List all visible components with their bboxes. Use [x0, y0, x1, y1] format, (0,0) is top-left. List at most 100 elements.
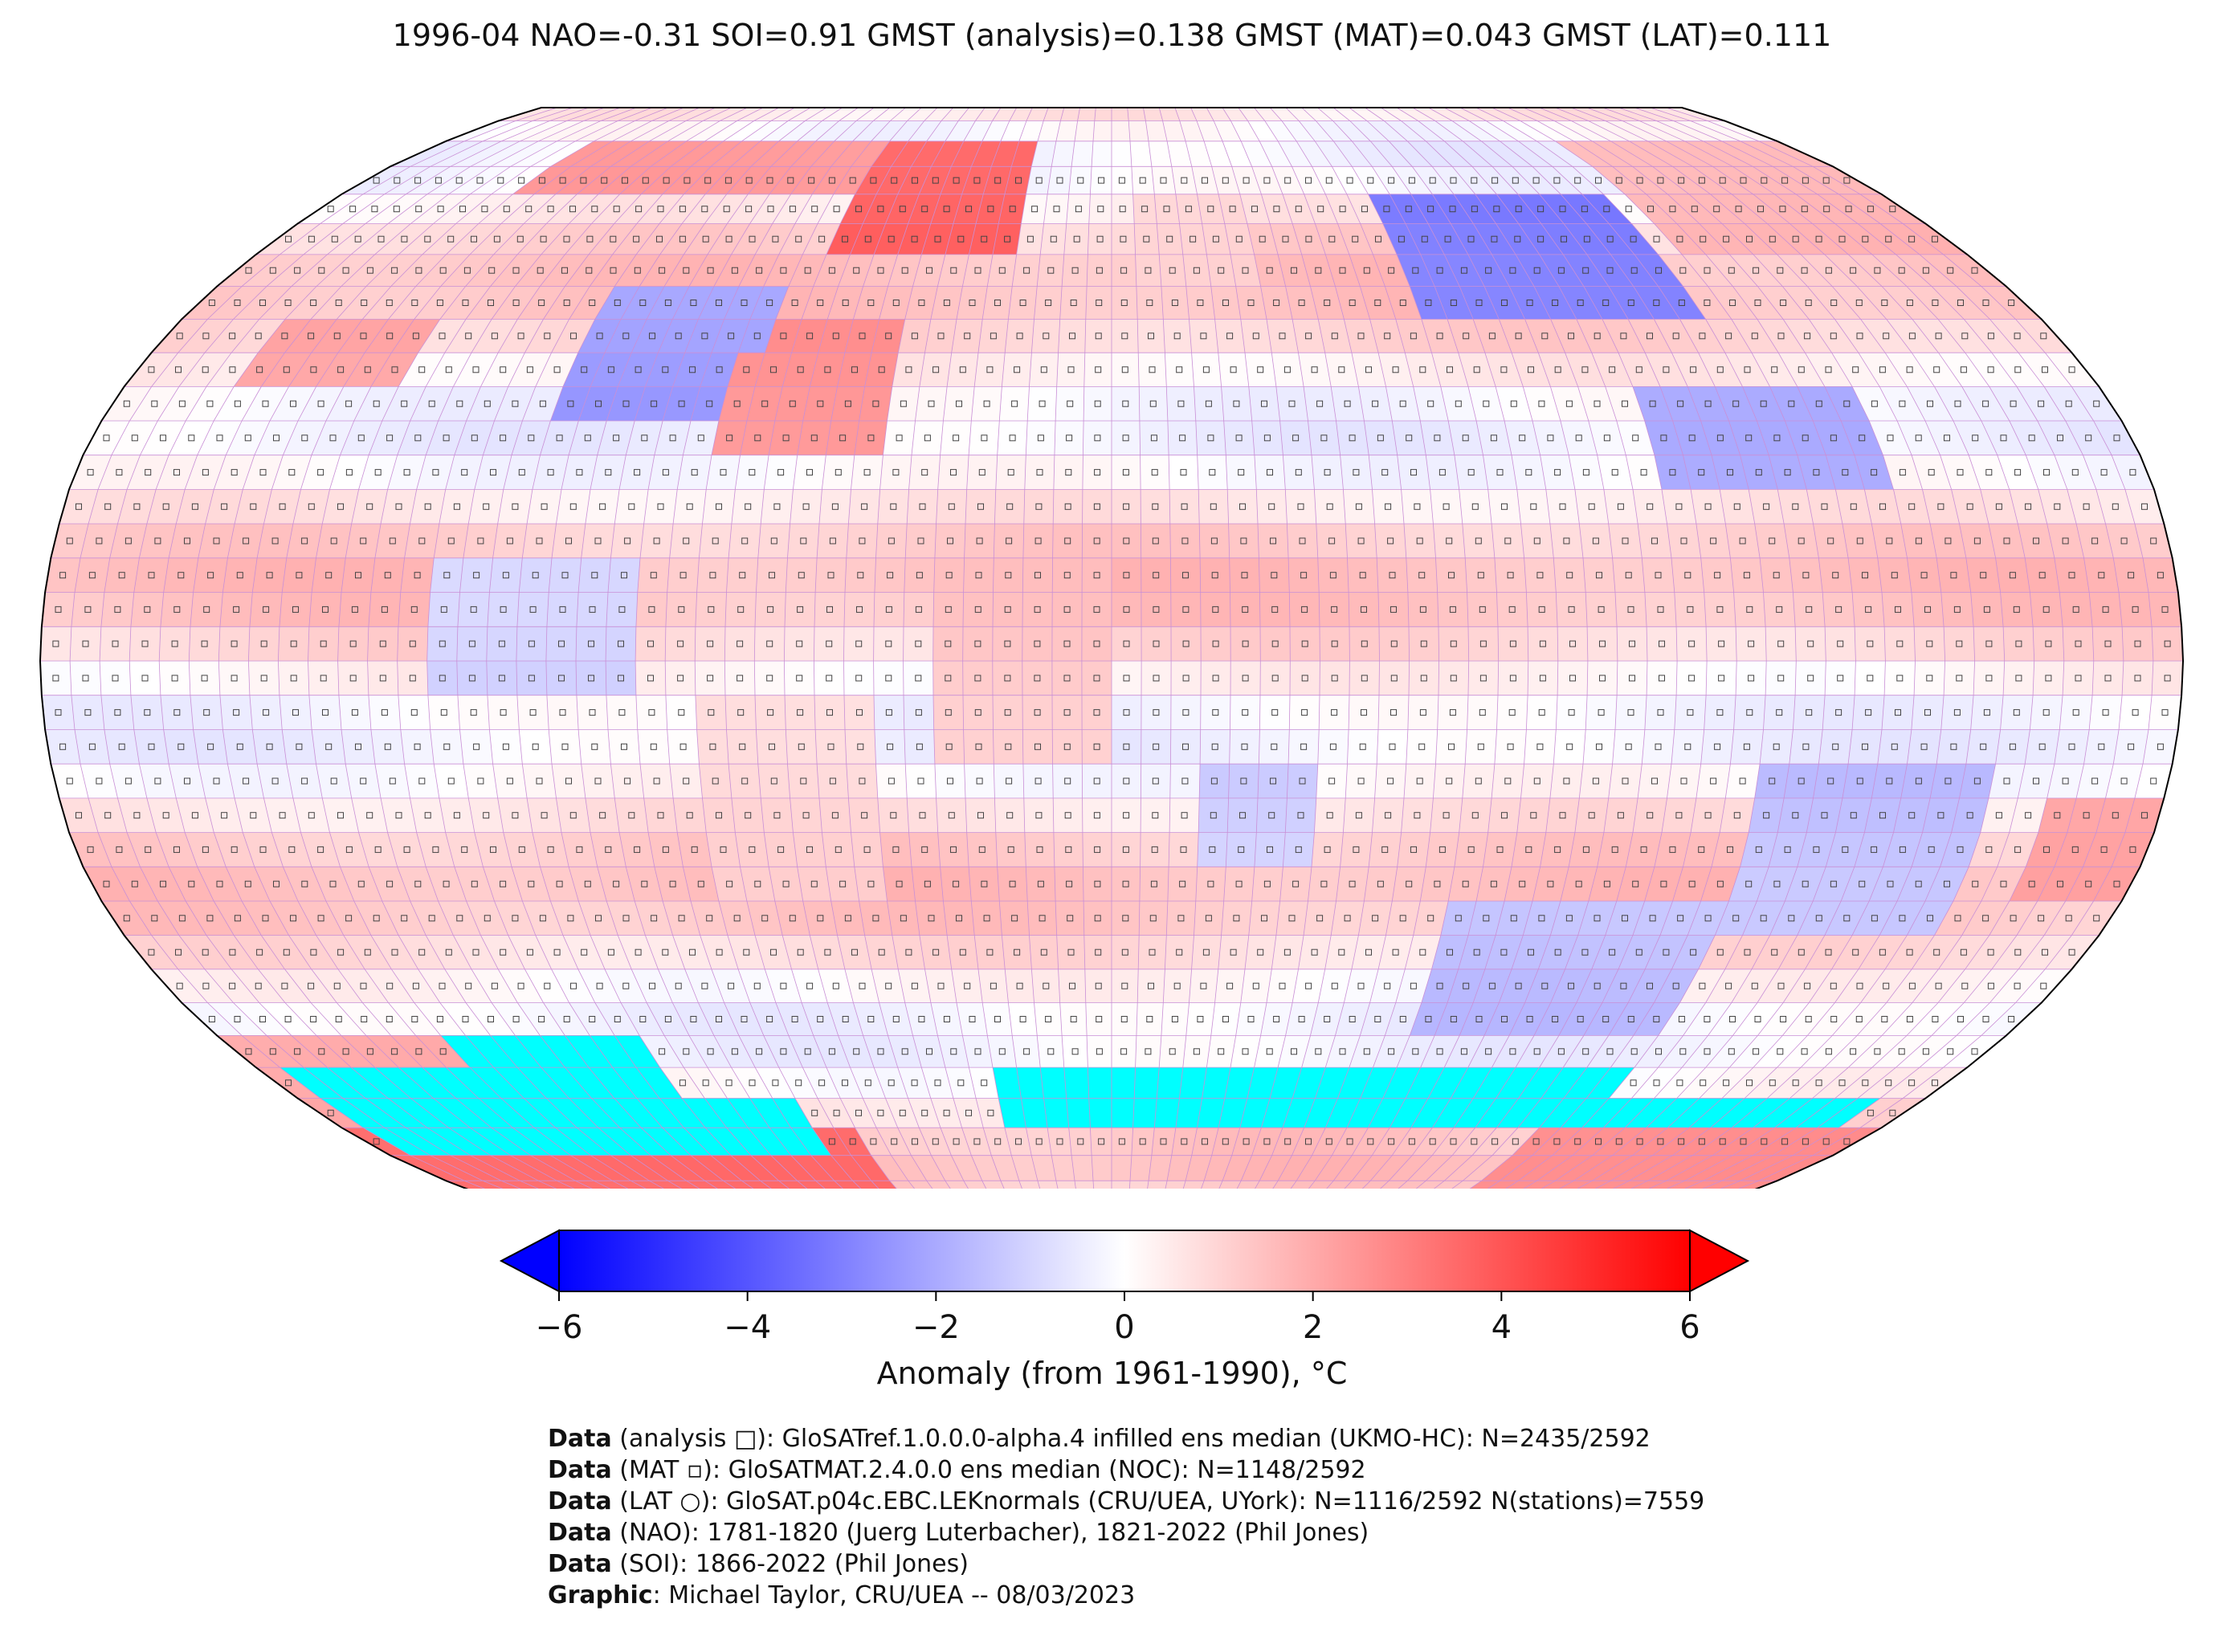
grid-cell — [1708, 1181, 1777, 1189]
grid-cell — [890, 108, 922, 121]
grid-cell — [327, 1067, 389, 1099]
grid-cell — [1758, 141, 1833, 167]
grid-cell — [515, 108, 573, 121]
grid-cell — [1618, 108, 1674, 121]
grid-cell — [737, 108, 779, 121]
grid-cell — [342, 1098, 406, 1128]
grid-cell — [1026, 108, 1049, 121]
grid-cell — [1167, 141, 1192, 167]
grid-cell — [1159, 108, 1180, 121]
grid-cell — [1066, 1098, 1091, 1128]
grid-cell — [1278, 141, 1312, 167]
grid-cell — [891, 141, 927, 167]
grid-cell — [590, 1155, 650, 1181]
analysis-marker — [828, 1138, 835, 1145]
grid-cell — [1325, 1098, 1361, 1128]
grid-cell — [422, 1067, 479, 1099]
grid-cell — [1299, 1181, 1334, 1189]
grid-cell — [1332, 1181, 1371, 1189]
grid-cell — [1389, 1155, 1433, 1181]
grid-cell — [1316, 1181, 1353, 1189]
grid-cell — [797, 1181, 839, 1189]
grid-cell — [365, 1098, 427, 1128]
grid-cell — [530, 1155, 594, 1181]
credit-text: : Michael Taylor, CRU/UEA -- 08/03/2023 — [652, 1581, 1136, 1609]
grid-cell — [1130, 1155, 1152, 1181]
credit-key: Data — [548, 1550, 612, 1578]
grid-cell — [517, 1067, 569, 1099]
analysis-marker — [1015, 1138, 1022, 1145]
grid-cell — [704, 120, 754, 141]
grid-cell — [711, 1155, 761, 1181]
grid-cell — [651, 141, 705, 167]
grid-cell — [805, 108, 843, 121]
grid-cell — [691, 1155, 742, 1181]
credit-key: Data — [548, 1487, 612, 1515]
grid-cell — [963, 120, 993, 141]
grid-cell — [908, 120, 941, 141]
grid-cell — [1317, 108, 1350, 121]
grid-cell — [1570, 108, 1623, 121]
grid-cell — [1202, 1067, 1230, 1099]
analysis-marker — [849, 1138, 856, 1145]
grid-cell — [1112, 1098, 1135, 1128]
grid-cell — [951, 141, 982, 167]
grid-cell — [1333, 1155, 1373, 1181]
grid-cell — [1673, 1181, 1740, 1189]
grid-cell — [998, 1098, 1026, 1128]
grid-cell — [1710, 1098, 1768, 1128]
grid-cell — [945, 1181, 976, 1189]
colorbar-tick-label: 2 — [1302, 1309, 1324, 1346]
grid-cell — [1646, 1098, 1700, 1128]
grid-cell — [1315, 1067, 1349, 1099]
analysis-marker — [994, 1138, 1002, 1145]
grid-cell — [1367, 120, 1408, 141]
grid-cell — [705, 1128, 751, 1156]
credit-line: Data (MAT ▫): GloSATMAT.2.4.0.0 ens medi… — [548, 1454, 1704, 1486]
grid-cell — [1190, 108, 1214, 121]
grid-cell — [958, 108, 985, 121]
grid-cell — [1684, 1155, 1753, 1181]
grid-cell — [1496, 1098, 1541, 1128]
grid-cell — [538, 120, 601, 141]
grid-cell — [440, 1035, 494, 1068]
grid-cell — [911, 1155, 945, 1181]
grid-cell — [501, 1181, 567, 1189]
grid-cell — [533, 108, 590, 121]
grid-cell — [1112, 108, 1129, 121]
credit-line: Data (NAO): 1781-1820 (Juerg Luterbacher… — [548, 1517, 1704, 1548]
grid-cell — [1063, 1067, 1089, 1099]
grid-cell — [931, 1155, 964, 1181]
credit-text: (SOI): 1866-2022 (Phil Jones) — [611, 1550, 969, 1578]
grid-cell — [1299, 120, 1334, 141]
grid-cell — [280, 1067, 343, 1099]
grid-cell — [1349, 1181, 1389, 1189]
grid-cell — [1428, 1067, 1468, 1099]
grid-cell — [320, 1098, 385, 1128]
grid-cell — [493, 1067, 547, 1099]
grid-cell — [1127, 108, 1146, 121]
grid-cell — [630, 1181, 686, 1189]
grid-cell — [685, 108, 732, 121]
grid-cell — [1454, 1098, 1496, 1128]
credits: Data (analysis □): GloSATref.1.0.0.0-alp… — [548, 1423, 1704, 1611]
grid-cell — [1206, 108, 1231, 121]
grid-cell — [871, 141, 908, 167]
grid-cell — [852, 120, 891, 141]
grid-cell — [1418, 120, 1463, 141]
analysis-marker — [973, 1138, 981, 1145]
grid-cell — [1753, 1098, 1813, 1128]
grid-cell — [1554, 120, 1611, 141]
grid-cell — [433, 1098, 492, 1128]
grid-cell — [1037, 120, 1061, 141]
grid-cell — [1426, 141, 1472, 167]
grid-cell — [1407, 141, 1453, 167]
station-markers — [52, 177, 2171, 1145]
grid-cell — [363, 1128, 431, 1156]
grid-cell — [1518, 1067, 1564, 1099]
grid-cell — [1316, 120, 1353, 141]
grid-cell — [1428, 108, 1470, 121]
grid-cell — [550, 141, 613, 167]
grid-cell — [1486, 120, 1537, 141]
grid-cell — [1112, 1155, 1132, 1181]
